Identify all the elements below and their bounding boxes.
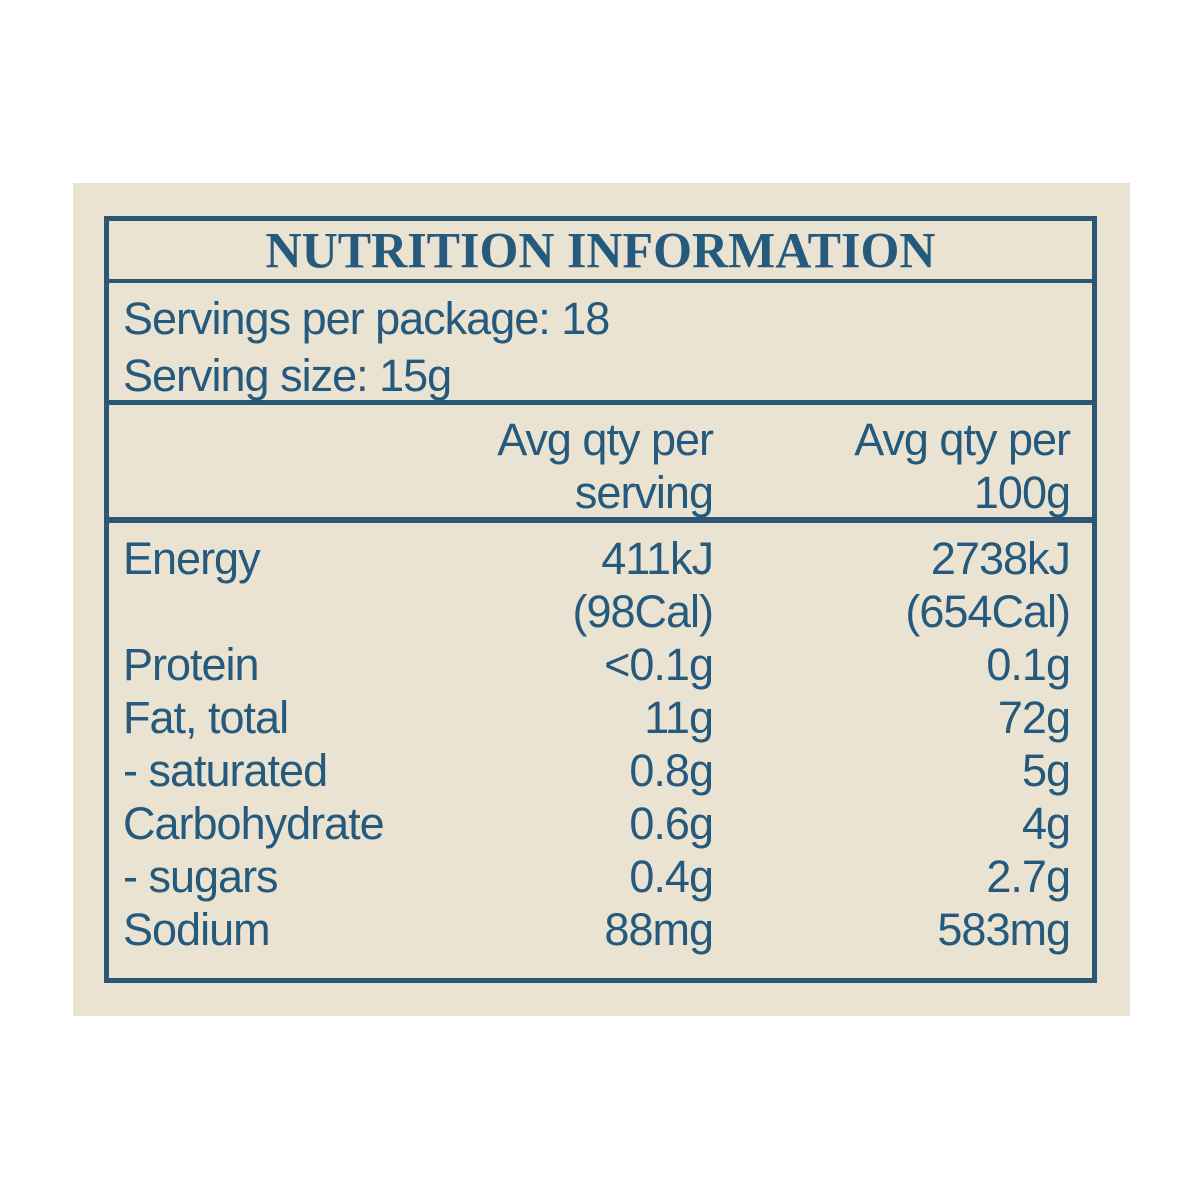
nutrient-name: Sodium <box>123 904 271 955</box>
nutrient-name: Fat, total <box>123 692 289 743</box>
column-header-per-serving-line1: Avg qty per <box>497 414 714 465</box>
nutrient-name: Protein <box>123 639 260 690</box>
column-header-per-100g: Avg qty per 100g <box>713 413 1071 519</box>
table-row-carbohydrate: Carbohydrate 0.6g 4g <box>123 797 1071 850</box>
column-header-row: Avg qty per serving Avg qty per 100g <box>109 405 1092 523</box>
value-per-serving: 0.8g <box>629 745 714 796</box>
nutrient-name: - saturated <box>123 745 328 796</box>
value-per-serving: 411kJ <box>601 533 714 584</box>
nutrient-name: - sugars <box>123 851 279 902</box>
column-header-per-serving-line2: serving <box>574 467 714 518</box>
table-row-fat-saturated: - saturated 0.8g 5g <box>123 744 1071 797</box>
value-per-serving: <0.1g <box>604 639 714 690</box>
value-per-100g: 2.7g <box>986 851 1071 902</box>
column-header-per-100g-line1: Avg qty per <box>854 414 1071 465</box>
value-per-100g: 72g <box>997 692 1071 743</box>
nutrient-data-section: Energy 411kJ 2738kJ (98Cal) (654Cal) Pro… <box>109 523 1092 978</box>
servings-per-package: Servings per package: 18 <box>123 293 610 344</box>
column-header-spacer <box>123 413 413 519</box>
servings-section: Servings per package: 18 Serving size: 1… <box>109 283 1092 405</box>
nutrient-name: Energy <box>123 533 261 584</box>
nutrient-name: Carbohydrate <box>123 798 385 849</box>
table-row-sugars: - sugars 0.4g 2.7g <box>123 850 1071 903</box>
value-per-serving: (98Cal) <box>572 586 714 637</box>
value-per-serving: 88mg <box>604 904 714 955</box>
table-row-protein: Protein <0.1g 0.1g <box>123 638 1071 691</box>
value-per-serving: 11g <box>644 692 714 743</box>
nutrient-name <box>123 585 413 638</box>
value-per-100g: 5g <box>1021 745 1071 796</box>
table-row-energy-cal: (98Cal) (654Cal) <box>123 585 1071 638</box>
page-title: NUTRITION INFORMATION <box>265 221 936 279</box>
table-row-fat-total: Fat, total 11g 72g <box>123 691 1071 744</box>
table-row-sodium: Sodium 88mg 583mg <box>123 903 1071 956</box>
value-per-serving: 0.6g <box>629 798 714 849</box>
value-per-100g: 0.1g <box>986 639 1071 690</box>
nutrition-table: NUTRITION INFORMATION Servings per packa… <box>104 216 1097 983</box>
column-header-per-serving: Avg qty per serving <box>413 413 714 519</box>
value-per-100g: 2738kJ <box>930 533 1071 584</box>
title-row: NUTRITION INFORMATION <box>109 221 1092 283</box>
nutrition-panel: NUTRITION INFORMATION Servings per packa… <box>73 183 1130 1016</box>
value-per-100g: 583mg <box>937 904 1071 955</box>
value-per-serving: 0.4g <box>629 851 714 902</box>
column-header-per-100g-line2: 100g <box>973 467 1071 518</box>
table-row-energy: Energy 411kJ 2738kJ <box>123 532 1071 585</box>
value-per-100g: 4g <box>1021 798 1071 849</box>
serving-size: Serving size: 15g <box>123 350 452 401</box>
value-per-100g: (654Cal) <box>905 586 1071 637</box>
